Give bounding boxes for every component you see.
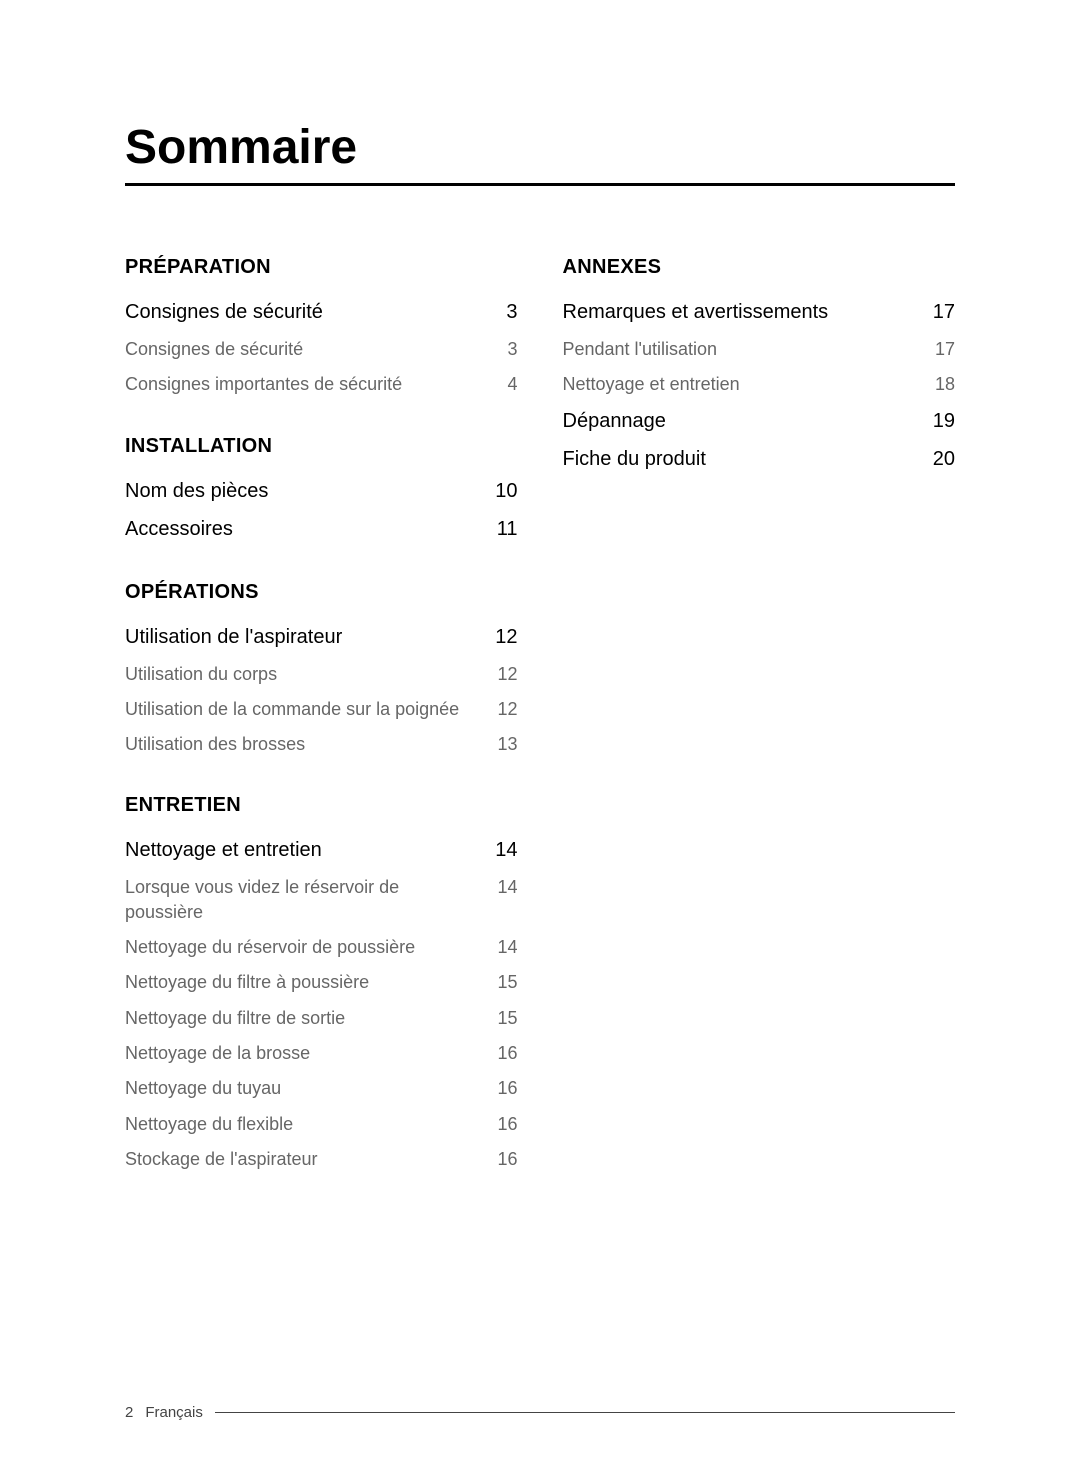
section-heading: OPÉRATIONS [125, 581, 518, 604]
section-heading: PRÉPARATION [125, 256, 518, 279]
toc-entry: Nom des pièces 10 [125, 478, 518, 505]
toc-page: 16 [488, 1112, 518, 1136]
toc-label: Nettoyage et entretien [125, 837, 488, 864]
section-maintenance: ENTRETIEN Nettoyage et entretien 14 Lors… [125, 794, 518, 1171]
toc-label: Nettoyage de la brosse [125, 1041, 488, 1065]
toc-label: Consignes de sécurité [125, 337, 488, 361]
section-preparation: PRÉPARATION Consignes de sécurité 3 Cons… [125, 256, 518, 397]
toc-page: 20 [925, 446, 955, 473]
toc-page: 17 [925, 299, 955, 326]
toc-entry: Dépannage 19 [563, 408, 956, 435]
section-operations: OPÉRATIONS Utilisation de l'aspirateur 1… [125, 581, 518, 757]
columns-container: PRÉPARATION Consignes de sécurité 3 Cons… [125, 256, 955, 1209]
toc-page: 10 [488, 478, 518, 505]
toc-label: Lorsque vous videz le réservoir de pouss… [125, 875, 488, 924]
toc-label: Consignes de sécurité [125, 299, 488, 326]
toc-entry: Utilisation de l'aspirateur 12 [125, 624, 518, 651]
toc-page: 18 [925, 372, 955, 396]
toc-entry: Remarques et avertissements 17 [563, 299, 956, 326]
toc-label: Remarques et avertissements [563, 299, 926, 326]
toc-page: 15 [488, 1006, 518, 1030]
toc-page: 16 [488, 1076, 518, 1100]
toc-label: Fiche du produit [563, 446, 926, 473]
left-column: PRÉPARATION Consignes de sécurité 3 Cons… [125, 256, 518, 1209]
toc-entry: Utilisation des brosses 13 [125, 732, 518, 756]
toc-entry: Lorsque vous videz le réservoir de pouss… [125, 875, 518, 924]
toc-entry: Nettoyage du filtre de sortie 15 [125, 1006, 518, 1030]
toc-page: 11 [488, 516, 518, 543]
page-container: Sommaire PRÉPARATION Consignes de sécuri… [0, 0, 1080, 1479]
toc-label: Utilisation de la commande sur la poigné… [125, 697, 488, 721]
right-column: ANNEXES Remarques et avertissements 17 P… [563, 256, 956, 1209]
footer-page-number: 2 [125, 1404, 133, 1421]
toc-entry: Stockage de l'aspirateur 16 [125, 1147, 518, 1171]
toc-entry: Consignes de sécurité 3 [125, 337, 518, 361]
footer-rule [215, 1412, 955, 1413]
toc-label: Consignes importantes de sécurité [125, 372, 488, 396]
toc-entry: Pendant l'utilisation 17 [563, 337, 956, 361]
toc-page: 17 [925, 337, 955, 361]
toc-entry: Nettoyage du réservoir de poussière 14 [125, 935, 518, 959]
toc-page: 4 [488, 372, 518, 396]
page-title: Sommaire [125, 120, 955, 175]
page-footer: 2 Français [125, 1404, 955, 1421]
toc-page: 13 [488, 732, 518, 756]
toc-entry: Nettoyage du tuyau 16 [125, 1076, 518, 1100]
section-annexes: ANNEXES Remarques et avertissements 17 P… [563, 256, 956, 473]
toc-entry: Consignes de sécurité 3 [125, 299, 518, 326]
toc-entry: Consignes importantes de sécurité 4 [125, 372, 518, 396]
toc-entry: Utilisation du corps 12 [125, 662, 518, 686]
toc-page: 12 [488, 662, 518, 686]
toc-entry: Accessoires 11 [125, 516, 518, 543]
toc-label: Dépannage [563, 408, 926, 435]
toc-page: 14 [488, 837, 518, 864]
toc-entry: Nettoyage du filtre à poussière 15 [125, 970, 518, 994]
toc-page: 3 [488, 299, 518, 326]
toc-page: 15 [488, 970, 518, 994]
toc-page: 3 [488, 337, 518, 361]
toc-label: Nettoyage du tuyau [125, 1076, 488, 1100]
toc-entry: Fiche du produit 20 [563, 446, 956, 473]
toc-label: Utilisation du corps [125, 662, 488, 686]
toc-label: Nettoyage et entretien [563, 372, 926, 396]
toc-label: Utilisation de l'aspirateur [125, 624, 488, 651]
footer-language: Français [145, 1404, 203, 1421]
toc-page: 14 [488, 935, 518, 959]
toc-label: Accessoires [125, 516, 488, 543]
toc-label: Nettoyage du filtre à poussière [125, 970, 488, 994]
toc-label: Nettoyage du filtre de sortie [125, 1006, 488, 1030]
toc-page: 12 [488, 697, 518, 721]
toc-entry: Utilisation de la commande sur la poigné… [125, 697, 518, 721]
toc-entry: Nettoyage et entretien 18 [563, 372, 956, 396]
toc-page: 14 [488, 875, 518, 899]
section-heading: ANNEXES [563, 256, 956, 279]
toc-label: Utilisation des brosses [125, 732, 488, 756]
section-installation: INSTALLATION Nom des pièces 10 Accessoir… [125, 435, 518, 543]
title-rule [125, 183, 955, 186]
toc-label: Stockage de l'aspirateur [125, 1147, 488, 1171]
toc-page: 12 [488, 624, 518, 651]
toc-label: Nettoyage du réservoir de poussière [125, 935, 488, 959]
section-heading: ENTRETIEN [125, 794, 518, 817]
toc-page: 16 [488, 1041, 518, 1065]
toc-label: Nettoyage du flexible [125, 1112, 488, 1136]
toc-label: Pendant l'utilisation [563, 337, 926, 361]
toc-label: Nom des pièces [125, 478, 488, 505]
toc-entry: Nettoyage de la brosse 16 [125, 1041, 518, 1065]
section-heading: INSTALLATION [125, 435, 518, 458]
toc-page: 16 [488, 1147, 518, 1171]
toc-page: 19 [925, 408, 955, 435]
toc-entry: Nettoyage et entretien 14 [125, 837, 518, 864]
toc-entry: Nettoyage du flexible 16 [125, 1112, 518, 1136]
